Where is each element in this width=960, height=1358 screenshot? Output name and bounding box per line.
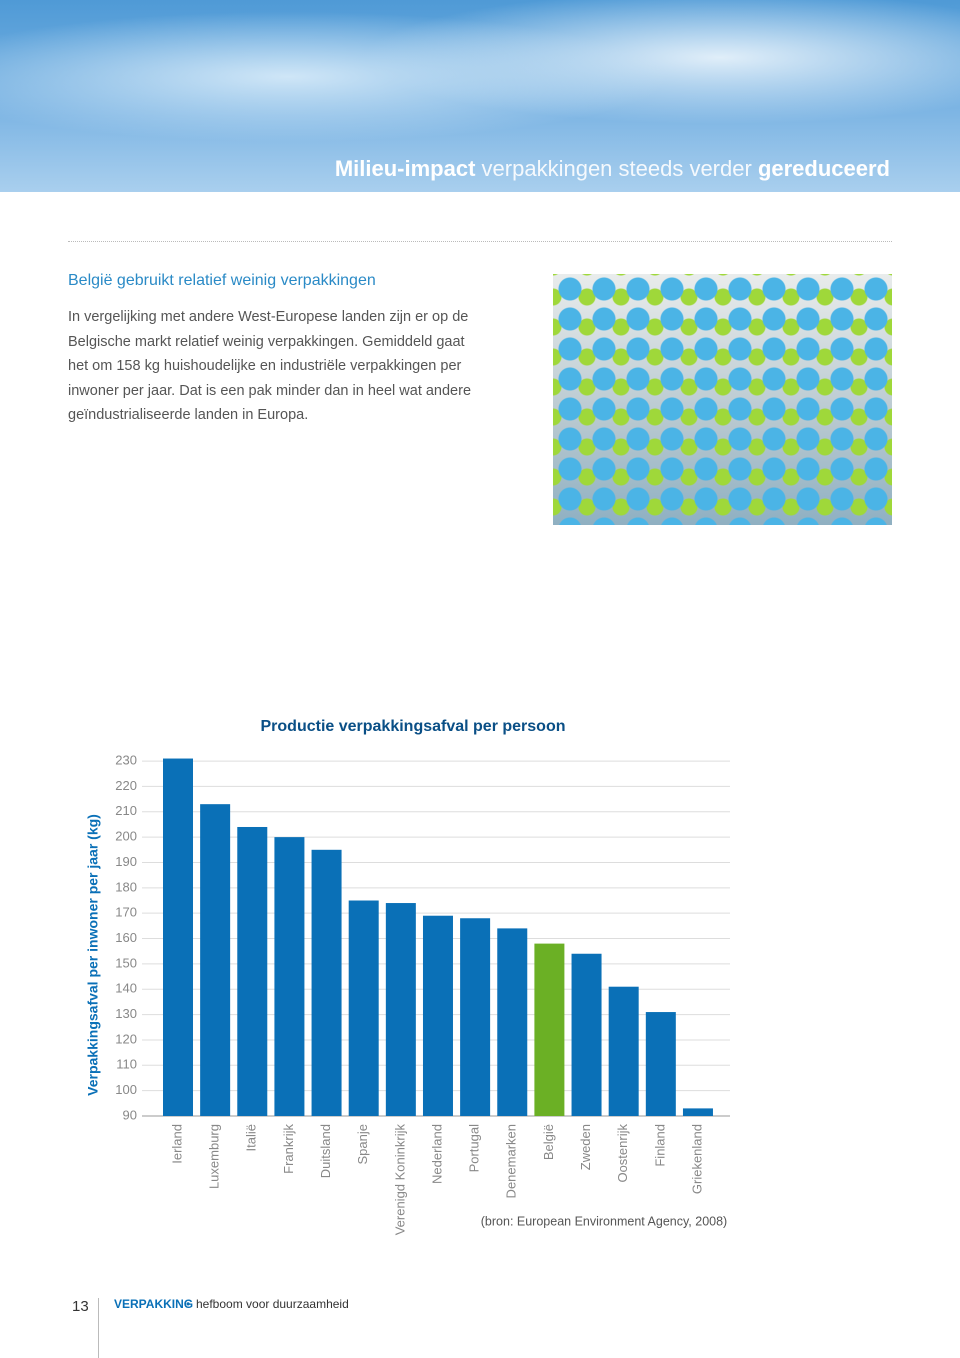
- y-tick-label: 160: [115, 930, 137, 945]
- bottles-photo: [553, 274, 892, 525]
- chart: Productie verpakkingsafval per persoon V…: [85, 718, 730, 1236]
- bar: [682, 1108, 713, 1116]
- bar: [608, 986, 639, 1116]
- title-part: gereduceerd: [757, 156, 890, 181]
- bar: [571, 953, 602, 1116]
- x-tick-label: Finland: [652, 1124, 667, 1167]
- bar: [163, 758, 193, 1116]
- paragraph: In vergelijking met andere West-Europese…: [68, 305, 471, 428]
- bar: [497, 928, 528, 1116]
- bar: [237, 826, 268, 1116]
- footer: 13 VERPAKKING • hefboom voor duurzaamhei…: [0, 1290, 960, 1358]
- x-tick-label: Frankrijk: [281, 1124, 296, 1174]
- x-tick-label: Portugal: [467, 1124, 482, 1173]
- y-tick-label: 120: [115, 1031, 137, 1046]
- paragraph-line: geïndustrialiseerde landen in Europa.: [68, 407, 309, 423]
- bar: [385, 903, 416, 1116]
- bar: [460, 918, 491, 1116]
- bar: [348, 900, 379, 1116]
- bar: [645, 1012, 676, 1116]
- x-tick-label: Zweden: [578, 1124, 593, 1170]
- title-part: Milieu-impact: [334, 156, 476, 181]
- x-tick-label: Duitsland: [318, 1124, 333, 1178]
- bar: [534, 943, 565, 1116]
- x-tick-label: Verenigd Koninkrijk: [392, 1124, 407, 1236]
- y-tick-label: 210: [115, 803, 137, 818]
- footer-bullet: •: [186, 1297, 191, 1311]
- chart-title: Productie verpakkingsafval per persoon: [261, 718, 566, 735]
- banner: Milieu-impact verpakkingen steeds verder…: [0, 0, 960, 192]
- footer-rule: [98, 1298, 99, 1358]
- bar: [200, 804, 231, 1116]
- y-tick-label: 130: [115, 1006, 137, 1021]
- x-tick-label: Luxemburg: [207, 1124, 222, 1189]
- page-title: Milieu-impact verpakkingen steeds verder…: [335, 156, 890, 182]
- x-tick-label: Spanje: [355, 1124, 370, 1164]
- footer-section: VERPAKKING: [114, 1297, 194, 1311]
- y-tick-label: 110: [116, 1057, 137, 1072]
- y-tick-label: 190: [115, 854, 137, 869]
- x-tick-label: Oostenrijk: [615, 1124, 630, 1183]
- bar: [311, 849, 342, 1116]
- x-tick-label: Griekenland: [689, 1124, 704, 1194]
- source-note: (bron: European Environment Agency, 2008…: [481, 1214, 727, 1228]
- x-tick-label: België: [541, 1124, 556, 1160]
- y-tick-label: 150: [115, 955, 137, 970]
- y-tick-label: 140: [115, 981, 137, 996]
- x-tick-label: Italië: [244, 1124, 259, 1151]
- y-tick-label: 200: [115, 829, 137, 844]
- y-tick-label: 170: [115, 905, 137, 920]
- y-tick-label: 230: [115, 753, 137, 768]
- y-tick-label: 90: [123, 1107, 137, 1122]
- y-tick-label: 100: [115, 1082, 137, 1097]
- x-tick-label: Ierland: [169, 1124, 184, 1164]
- paragraph-line: Belgische markt relatief weinig verpakki…: [68, 333, 465, 350]
- paragraph-line: In vergelijking met andere West-Europese…: [68, 309, 469, 325]
- page-number: 13: [72, 1298, 89, 1315]
- y-tick-label: 220: [115, 778, 137, 793]
- y-tick-label: 180: [115, 879, 137, 894]
- x-tick-label: Denemarken: [504, 1124, 519, 1198]
- y-axis-label: Verpakkingsafval per inwoner per jaar (k…: [85, 814, 101, 1096]
- bar: [422, 915, 453, 1116]
- paragraph-line: inwoner per jaar. Dat is een pak minder …: [68, 382, 472, 399]
- x-tick-label: Nederland: [429, 1124, 444, 1184]
- divider: [68, 241, 892, 242]
- footer-subtitle: hefboom voor duurzaamheid: [196, 1297, 349, 1311]
- bar: [274, 837, 305, 1116]
- paragraph-line: het om 158 kg huishoudelijke en industri…: [68, 358, 462, 374]
- title-part: verpakkingen steeds verder: [481, 156, 752, 181]
- section-heading: België gebruikt relatief weinig verpakki…: [68, 272, 376, 289]
